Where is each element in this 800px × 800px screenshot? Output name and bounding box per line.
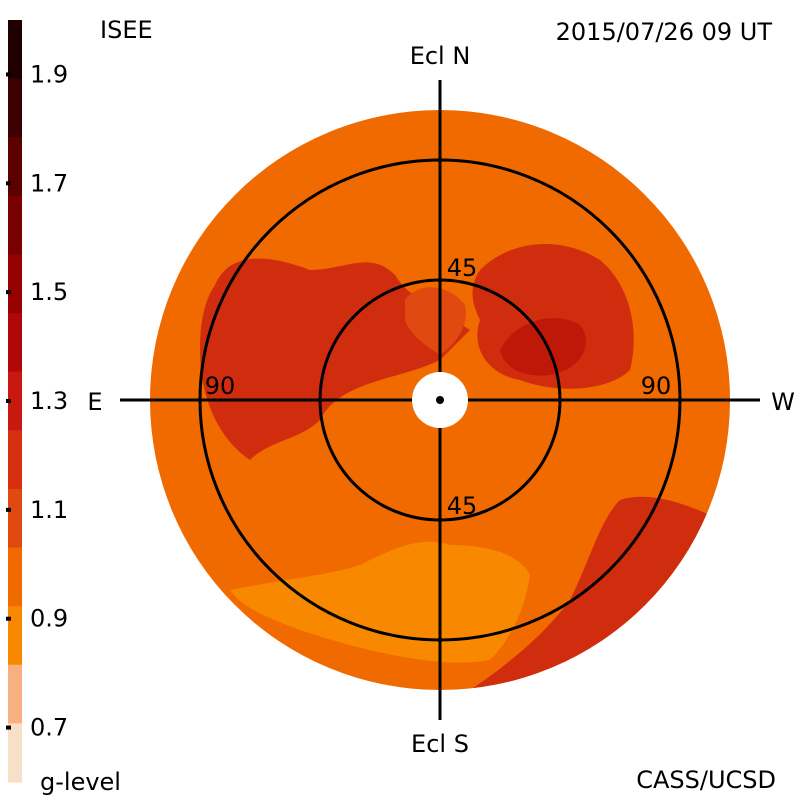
colorbar-band (8, 20, 22, 80)
colorbar-band (8, 78, 22, 138)
colorbar-band (8, 195, 22, 256)
colorbar-tick (6, 725, 11, 730)
colorbar-band (8, 664, 22, 724)
colorbar-band (8, 254, 22, 314)
region-bright-peak-northwest (500, 318, 586, 376)
circle-label-90-east: 90 (205, 372, 236, 400)
colorbar-tick (6, 399, 11, 403)
header-left-label: ISEE (100, 16, 153, 44)
colorbar-tick (6, 181, 11, 186)
colorbar-tick-label: 0.7 (30, 714, 68, 742)
timestamp: 2015/07/26 09 UT (556, 18, 773, 46)
colorbar-tick-label: 1.3 (30, 387, 68, 415)
sun-center-dot (436, 396, 444, 404)
colorbar: 1.9 1.7 1.5 1.3 1.1 0.9 0.7 (6, 20, 68, 783)
colorbar-band (8, 313, 22, 373)
axis-label-bottom: Ecl S (411, 730, 469, 758)
axis-label-left: E (87, 388, 102, 416)
colorbar-band (8, 547, 22, 607)
colorbar-tick-label: 1.5 (30, 278, 68, 306)
colorbar-tick-label: 1.7 (30, 169, 68, 197)
colorbar-band (8, 723, 22, 783)
colorbar-tick (6, 507, 11, 512)
footer-right-label: CASS/UCSD (636, 766, 776, 794)
region-enhanced-band-east (200, 258, 470, 460)
colorbar-band (8, 137, 22, 197)
footer-left-label: g-level (40, 768, 121, 796)
axis-label-top: Ecl N (410, 42, 471, 70)
circle-label-45-north: 45 (447, 254, 478, 282)
colorbar-band (8, 371, 22, 431)
map-disk (120, 80, 760, 720)
region-bright-north (405, 287, 466, 355)
colorbar-tick-label: 1.1 (30, 496, 68, 524)
region-faint-south (230, 541, 530, 663)
axis-label-right: W (771, 388, 795, 416)
circle-label-45-south: 45 (447, 492, 478, 520)
colorbar-tick (6, 290, 11, 295)
colorbar-band (8, 606, 22, 666)
colorbar-band (8, 430, 22, 490)
colorbar-tick (6, 72, 11, 77)
circle-label-90-west: 90 (641, 372, 672, 400)
colorbar-tick-label: 0.9 (30, 605, 68, 633)
colorbar-band (8, 488, 22, 549)
colorbar-tick (6, 616, 11, 621)
colorbar-tick-label: 1.9 (30, 60, 68, 88)
